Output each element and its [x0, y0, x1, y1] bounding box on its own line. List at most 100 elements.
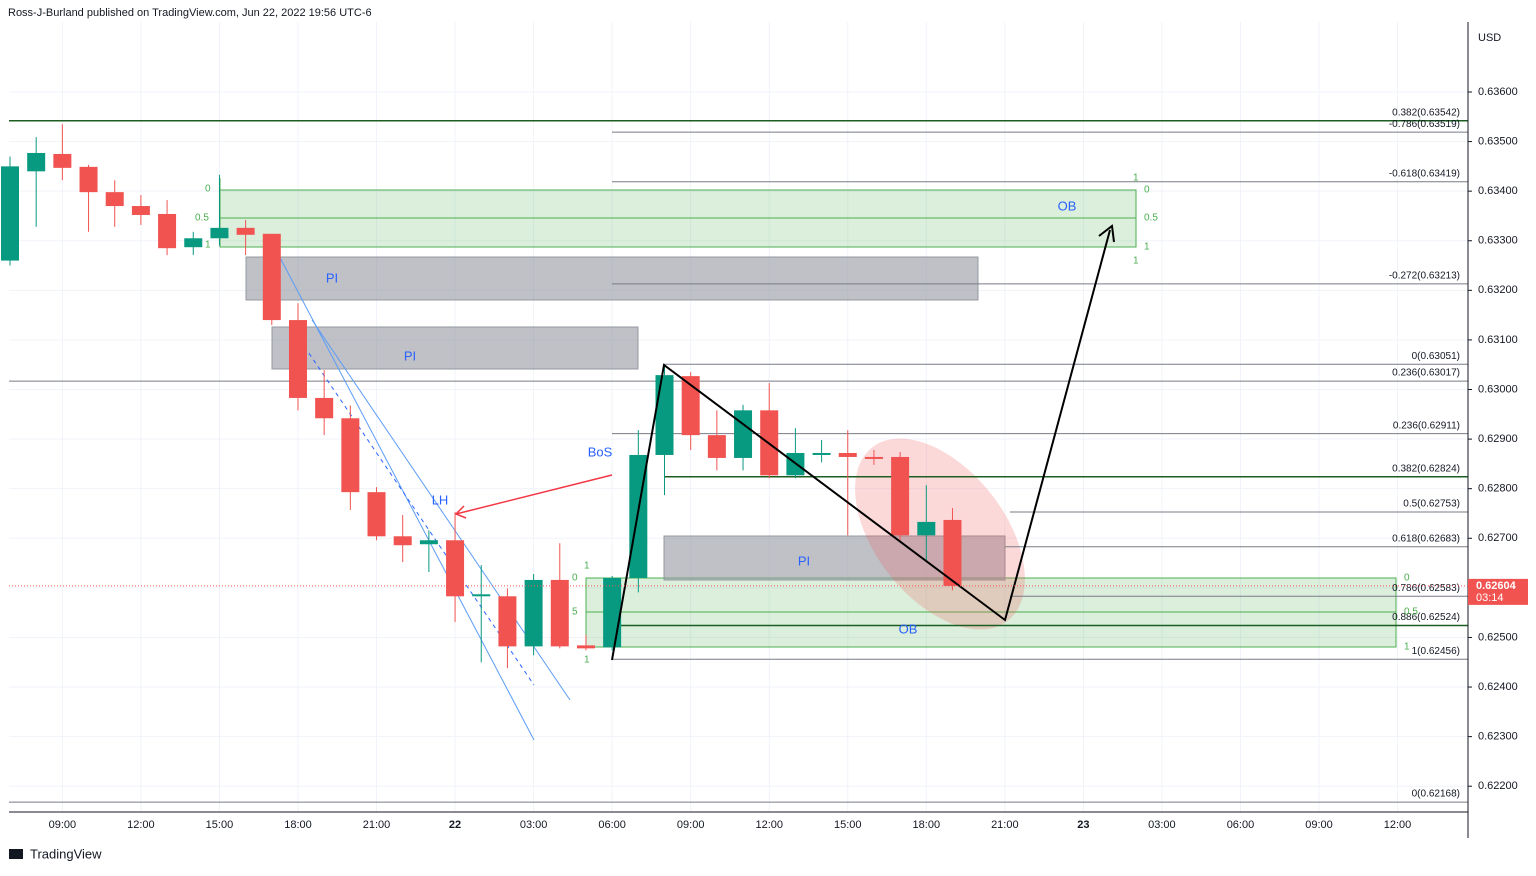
last-price: 0.62604 — [1476, 580, 1517, 592]
candle-body — [524, 579, 543, 647]
candle-body — [341, 418, 360, 493]
y-tick-label: 0.62800 — [1478, 483, 1518, 495]
pi-label: PI — [326, 270, 338, 285]
fib-level-label: -0.272(0.63213) — [1389, 271, 1460, 282]
fib-level-label: 0.886(0.62524) — [1392, 612, 1460, 623]
x-tick-label: 15:00 — [834, 819, 862, 831]
publisher: Ross-J-Burland published on TradingView.… — [8, 7, 372, 19]
candle-body — [891, 456, 910, 536]
candle-body — [288, 320, 307, 398]
x-tick-label: 21:00 — [991, 819, 1019, 831]
y-tick-label: 0.63000 — [1478, 383, 1518, 395]
y-tick-label: 0.63100 — [1478, 334, 1518, 346]
candle-body — [393, 536, 412, 546]
fib-label: 0.5 — [1144, 213, 1158, 224]
fib-label: 0.5 — [1404, 607, 1418, 618]
x-tick-label: 06:00 — [598, 819, 626, 831]
arrow-head — [454, 505, 467, 519]
levels: 0.382(0.63542)-0.786(0.63519) -0.618(0.63… — [9, 107, 1468, 803]
y-tick-label: 0.62700 — [1478, 532, 1518, 544]
fib-label: 1 — [205, 240, 211, 251]
x-tick-label: 12:00 — [1384, 819, 1412, 831]
fib-level-label: 0(0.62168) — [1412, 789, 1460, 800]
fib-label: 0.5 — [195, 213, 209, 224]
arrow-head — [1098, 224, 1115, 243]
fib-level-label: 0.382(0.63542) — [1392, 107, 1460, 118]
fib-level-label: 0.382(0.62824) — [1392, 463, 1460, 474]
x-tick-label: 21:00 — [363, 819, 391, 831]
logo: TradingView — [30, 846, 102, 861]
candle-body — [210, 227, 229, 239]
candle-body — [734, 410, 753, 458]
fib-label: 1 — [1133, 256, 1139, 267]
fib-level-label: 0.236(0.63017) — [1392, 368, 1460, 379]
pi-label: PI — [404, 348, 416, 363]
y-tick-label: 0.63300 — [1478, 235, 1518, 247]
x-tick-label: 18:00 — [284, 819, 312, 831]
fib-level-label: 0.236(0.62911) — [1393, 420, 1460, 431]
x-tick-label: 09:00 — [49, 819, 77, 831]
candle-body — [550, 579, 569, 647]
candle-body — [262, 233, 281, 321]
candle-body — [498, 596, 517, 647]
fib-level-label: -0.618(0.63419) — [1389, 168, 1460, 179]
y-tick-label: 0.63200 — [1478, 284, 1518, 296]
y-tick-label: 0.62200 — [1478, 780, 1518, 792]
candle-body — [576, 645, 595, 649]
fib-label: 0 — [1404, 573, 1410, 584]
x-tick-label: 18:00 — [913, 819, 941, 831]
lh-label: LH — [432, 492, 449, 507]
fib-level-label: 0.618(0.62683) — [1392, 533, 1460, 544]
fib-level-label: 0.5(0.62753) — [1403, 499, 1460, 510]
candle-body — [184, 238, 203, 248]
y-tick-label: 0.63500 — [1478, 135, 1518, 147]
x-tick-label: 22 — [449, 819, 461, 831]
candle-body — [943, 519, 962, 586]
candle-body — [131, 206, 150, 215]
x-tick-label: 03:00 — [1148, 819, 1176, 831]
candle-body — [315, 397, 334, 419]
logo-mark — [9, 849, 23, 859]
fib-label: 1 — [1133, 173, 1139, 184]
candle-body — [79, 166, 98, 193]
candle-body — [917, 521, 936, 536]
fib-label: 0 — [1144, 185, 1150, 196]
candles — [1, 124, 962, 669]
candle-body — [27, 152, 46, 172]
candle-body — [681, 376, 700, 436]
x-tick-label: 09:00 — [1305, 819, 1333, 831]
x-tick-label: 03:00 — [520, 819, 548, 831]
fib-label: 0 — [205, 184, 211, 195]
candle-body — [53, 153, 72, 168]
pi-label: PI — [798, 553, 810, 568]
fib-level-label: 0.786(0.62583) — [1392, 583, 1460, 594]
candle-body — [105, 192, 124, 207]
y-tick-label: 0.62400 — [1478, 681, 1518, 693]
ob-label: OB — [1058, 198, 1077, 213]
x-tick-label: 06:00 — [1227, 819, 1255, 831]
fib-label: 0 — [572, 573, 578, 584]
candle-body — [838, 452, 857, 457]
ob-label: OB — [899, 621, 918, 636]
fib-label: 1 — [1404, 642, 1410, 653]
pi-zone — [271, 326, 639, 370]
candle-body — [1, 166, 19, 261]
candle-body — [864, 456, 883, 459]
y-tick-label: 0.63400 — [1478, 185, 1518, 197]
candle-body — [236, 227, 255, 235]
fib-label: 1 — [584, 655, 590, 666]
projection — [611, 229, 1111, 661]
candle-body — [812, 452, 831, 455]
fib-level-label: 0(0.63051) — [1412, 351, 1460, 362]
y-tick-label: 0.62900 — [1478, 433, 1518, 445]
fib-level-label: 1(0.62456) — [1412, 646, 1460, 657]
candle-body — [446, 540, 465, 597]
pi-zone — [245, 256, 979, 301]
candle-body — [603, 577, 622, 648]
x-tick-label: 23 — [1077, 819, 1089, 831]
candle-body — [419, 540, 438, 545]
countdown: 03:14 — [1476, 592, 1504, 604]
fib-label: 1 — [584, 561, 590, 572]
candle-body — [158, 213, 177, 249]
